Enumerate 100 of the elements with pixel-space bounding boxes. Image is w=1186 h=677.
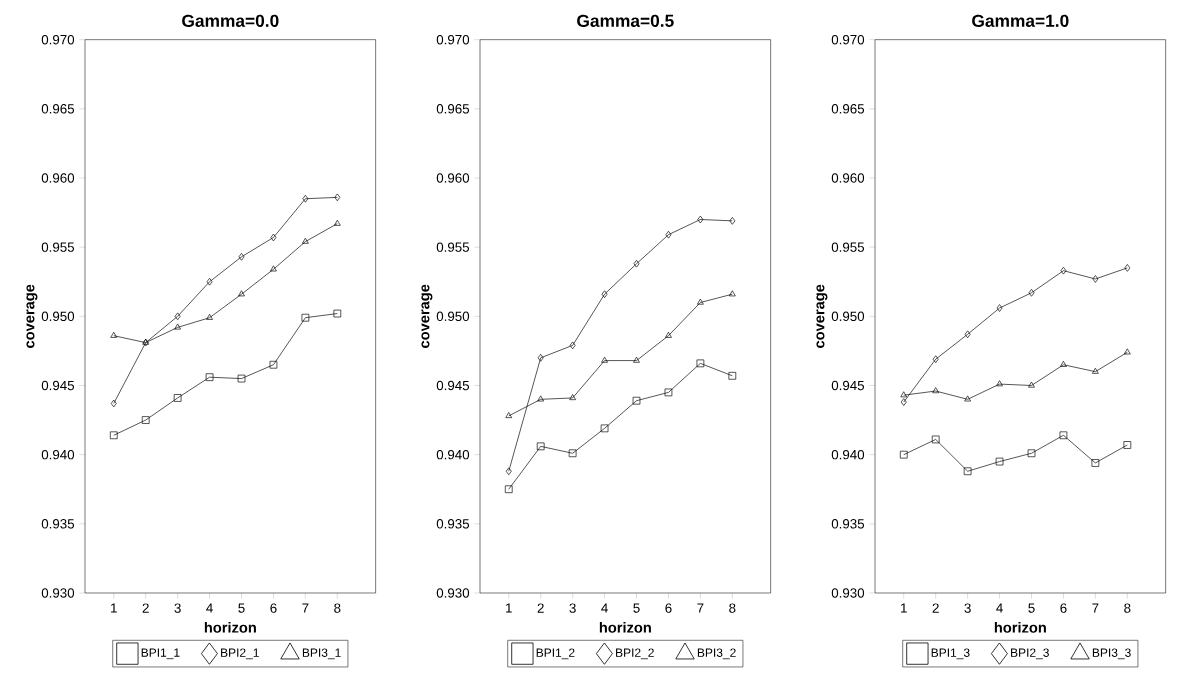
point — [1092, 275, 1099, 283]
point — [537, 395, 545, 402]
y-tick-label: 0.965 — [41, 104, 75, 114]
point — [237, 374, 246, 383]
chart-title: Gamma=1.0 — [972, 14, 1069, 27]
point — [1060, 360, 1067, 367]
x-tick-label: 1 — [111, 603, 117, 613]
point — [333, 219, 341, 226]
point — [1091, 459, 1100, 467]
point — [206, 277, 213, 286]
point — [1123, 441, 1132, 449]
legend-label: BPI3_3 — [1092, 648, 1131, 660]
y-tick-label: 0.940 — [436, 449, 470, 460]
y-tick-label: 0.960 — [831, 173, 865, 183]
y-tick-label: 0.930 — [41, 588, 75, 598]
legend-label: BPI2_3 — [1011, 648, 1049, 660]
point — [270, 265, 277, 272]
x-tick-label: 2 — [932, 603, 939, 613]
y-tick-label: 0.935 — [831, 519, 865, 529]
point — [633, 356, 640, 363]
point — [601, 290, 608, 298]
point — [301, 313, 310, 322]
x-tick-label: 7 — [697, 603, 704, 613]
point — [536, 442, 545, 451]
point — [1123, 348, 1131, 355]
x-tick-label: 4 — [601, 603, 608, 613]
x-tick-label: 3 — [174, 603, 181, 613]
point — [696, 359, 705, 368]
y-tick-label: 0.965 — [436, 104, 470, 114]
point — [206, 313, 213, 320]
x-tick-label: 4 — [996, 603, 1003, 613]
point — [1028, 381, 1035, 388]
legend-label: BPI2_1 — [221, 648, 259, 660]
point — [600, 424, 609, 433]
point — [1028, 289, 1035, 297]
y-tick-label: 0.945 — [831, 380, 865, 391]
x-tick-label: 1 — [901, 603, 907, 613]
point — [110, 331, 118, 338]
y-axis-title: coverage — [421, 284, 433, 348]
point — [569, 394, 576, 401]
point — [537, 354, 544, 362]
point — [302, 237, 309, 244]
point — [932, 387, 940, 394]
y-tick-label: 0.960 — [436, 173, 470, 183]
y-tick-label: 0.950 — [436, 311, 470, 322]
point — [110, 399, 117, 408]
x-tick-label: 6 — [1060, 603, 1067, 613]
x-tick-label: 2 — [537, 603, 544, 613]
y-tick-label: 0.935 — [436, 519, 470, 529]
y-tick-label: 0.945 — [41, 380, 75, 391]
y-tick-label: 0.950 — [831, 311, 865, 322]
y-tick-label: 0.955 — [831, 242, 865, 252]
point — [505, 412, 513, 418]
y-tick-label: 0.960 — [41, 173, 75, 183]
x-tick-label: 3 — [964, 603, 971, 613]
legend-label: BPI1_2 — [536, 648, 575, 660]
y-tick-label: 0.930 — [436, 588, 470, 598]
y-axis-title: coverage — [26, 284, 38, 348]
x-tick-label: 4 — [206, 603, 213, 613]
y-tick-label: 0.930 — [831, 588, 865, 598]
y-tick-label: 0.940 — [831, 449, 865, 460]
x-tick-label: 5 — [238, 603, 245, 613]
x-axis-title: horizon — [599, 621, 651, 633]
y-tick-label: 0.970 — [436, 34, 470, 45]
point — [665, 331, 672, 338]
x-tick-label: 5 — [1028, 603, 1035, 613]
point — [205, 373, 214, 381]
point — [632, 396, 641, 405]
point — [1027, 449, 1036, 458]
point — [302, 194, 309, 203]
point — [238, 253, 245, 261]
point — [996, 380, 1003, 387]
point — [334, 193, 341, 202]
y-tick-label: 0.970 — [831, 34, 865, 45]
x-tick-label: 7 — [1092, 603, 1099, 613]
point — [964, 395, 971, 402]
point — [173, 394, 182, 402]
point — [964, 330, 971, 339]
x-tick-label: 7 — [302, 603, 309, 613]
point — [931, 435, 940, 444]
point — [900, 398, 907, 406]
point — [728, 290, 736, 297]
x-tick-label: 6 — [665, 603, 672, 613]
y-tick-label: 0.950 — [41, 311, 75, 322]
point — [238, 290, 245, 297]
x-axis-title: horizon — [994, 621, 1046, 633]
point — [697, 215, 704, 224]
x-tick-label: 8 — [1124, 603, 1131, 613]
point — [174, 312, 181, 321]
point — [141, 416, 150, 424]
point — [665, 230, 672, 239]
legend-label: BPI1_3 — [931, 648, 970, 660]
y-axis-title: coverage — [816, 284, 828, 348]
legend-label: BPI2_2 — [616, 648, 654, 660]
y-tick-label: 0.935 — [41, 519, 75, 529]
point — [996, 304, 1003, 312]
point — [109, 431, 118, 440]
x-tick-label: 1 — [506, 603, 512, 613]
chart-title: Gamma=0.0 — [182, 14, 279, 27]
point — [1124, 264, 1131, 272]
